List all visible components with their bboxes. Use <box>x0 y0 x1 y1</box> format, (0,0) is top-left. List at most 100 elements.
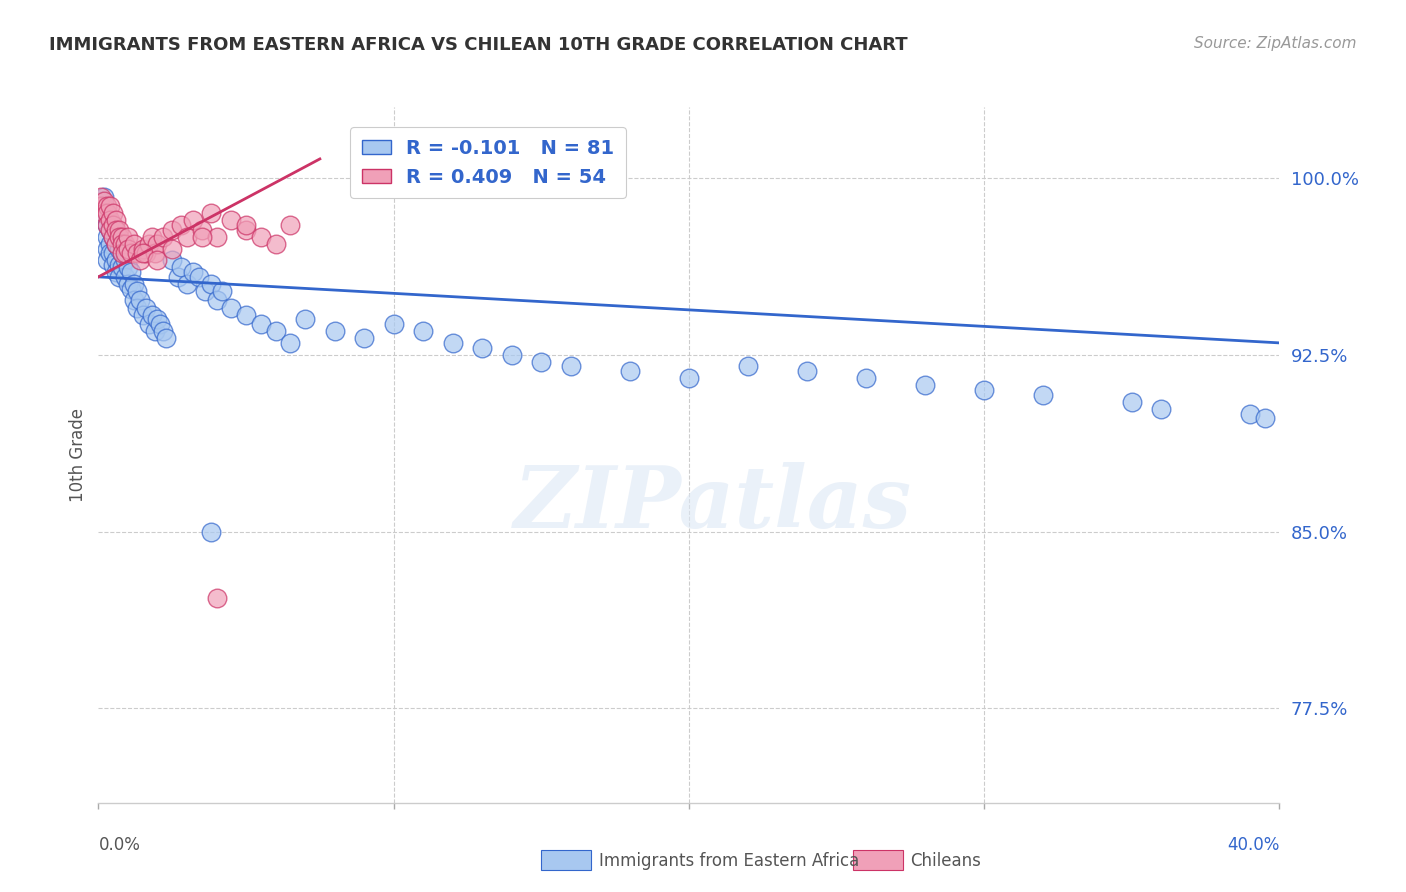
Point <box>219 213 242 227</box>
Point <box>103 229 125 244</box>
Point <box>111 236 134 251</box>
Point <box>111 246 134 260</box>
Point <box>108 258 131 272</box>
Point <box>117 260 139 275</box>
Point <box>125 284 148 298</box>
Point <box>96 242 118 256</box>
Point <box>114 246 136 260</box>
Point <box>122 293 145 308</box>
Point <box>181 213 204 227</box>
Point <box>138 236 160 251</box>
Point <box>176 229 198 244</box>
Point <box>125 246 148 260</box>
Point <box>191 229 214 244</box>
Point <box>111 260 134 275</box>
Point <box>152 229 174 244</box>
Point <box>114 269 136 284</box>
Point <box>117 277 139 291</box>
Point <box>162 222 183 236</box>
Point <box>120 282 142 296</box>
Point <box>111 229 134 244</box>
Point <box>108 229 131 244</box>
Point <box>93 213 115 227</box>
Point <box>250 317 273 331</box>
Point <box>181 265 204 279</box>
Point <box>138 317 160 331</box>
Point <box>103 246 125 260</box>
Point <box>96 218 118 232</box>
Point <box>219 301 242 315</box>
Point <box>90 194 112 209</box>
Point <box>235 308 257 322</box>
Point <box>93 199 115 213</box>
Point <box>205 293 228 308</box>
Point <box>132 246 155 260</box>
Point <box>471 341 494 355</box>
Point <box>155 331 177 345</box>
Point <box>103 206 125 220</box>
Point <box>117 229 139 244</box>
Point <box>96 218 118 232</box>
Point <box>353 331 375 345</box>
Point <box>103 229 125 244</box>
Point <box>194 284 217 298</box>
Point <box>103 218 125 232</box>
Point <box>122 277 145 291</box>
Point <box>200 277 222 291</box>
Point <box>96 229 118 244</box>
Y-axis label: 10th Grade: 10th Grade <box>69 408 87 502</box>
Point <box>93 206 115 220</box>
Point <box>111 246 134 260</box>
Point <box>93 189 115 203</box>
Point <box>796 364 818 378</box>
Text: Immigrants from Eastern Africa: Immigrants from Eastern Africa <box>599 852 859 870</box>
Point <box>678 371 700 385</box>
Point <box>146 253 169 268</box>
Point <box>170 260 193 275</box>
Point <box>105 236 128 251</box>
Point <box>114 253 136 268</box>
Point <box>235 218 257 232</box>
Text: IMMIGRANTS FROM EASTERN AFRICA VS CHILEAN 10TH GRADE CORRELATION CHART: IMMIGRANTS FROM EASTERN AFRICA VS CHILEA… <box>49 36 908 54</box>
Point <box>855 371 877 385</box>
Point <box>108 269 131 284</box>
Point <box>149 317 172 331</box>
Text: ZIPatlas: ZIPatlas <box>513 462 911 545</box>
Point <box>96 206 118 220</box>
Point <box>1254 411 1277 425</box>
Point <box>128 253 150 268</box>
Point <box>619 364 641 378</box>
Point <box>135 301 157 315</box>
Text: Chileans: Chileans <box>910 852 980 870</box>
Point <box>96 199 118 213</box>
Point <box>105 265 128 279</box>
Point <box>108 242 131 256</box>
Point <box>162 253 183 268</box>
Point <box>560 359 582 374</box>
Point <box>103 258 125 272</box>
Point <box>176 277 198 291</box>
Point <box>143 324 166 338</box>
Text: 40.0%: 40.0% <box>1227 836 1279 854</box>
Point <box>98 222 121 236</box>
Point <box>132 308 155 322</box>
Point <box>98 246 121 260</box>
Point <box>278 335 302 350</box>
Point <box>98 222 121 236</box>
Point <box>105 213 128 227</box>
Legend: R = -0.101   N = 81, R = 0.409   N = 54: R = -0.101 N = 81, R = 0.409 N = 54 <box>350 128 626 198</box>
Point <box>1150 401 1173 416</box>
Point <box>120 246 142 260</box>
Point <box>146 312 169 326</box>
Point <box>132 242 155 256</box>
Point <box>200 524 222 539</box>
Point <box>105 253 128 268</box>
Point <box>914 378 936 392</box>
Point <box>162 242 183 256</box>
Point <box>1032 388 1054 402</box>
Point <box>146 236 169 251</box>
Point <box>211 284 233 298</box>
Point <box>152 324 174 338</box>
Point <box>264 324 287 338</box>
Point <box>141 229 163 244</box>
